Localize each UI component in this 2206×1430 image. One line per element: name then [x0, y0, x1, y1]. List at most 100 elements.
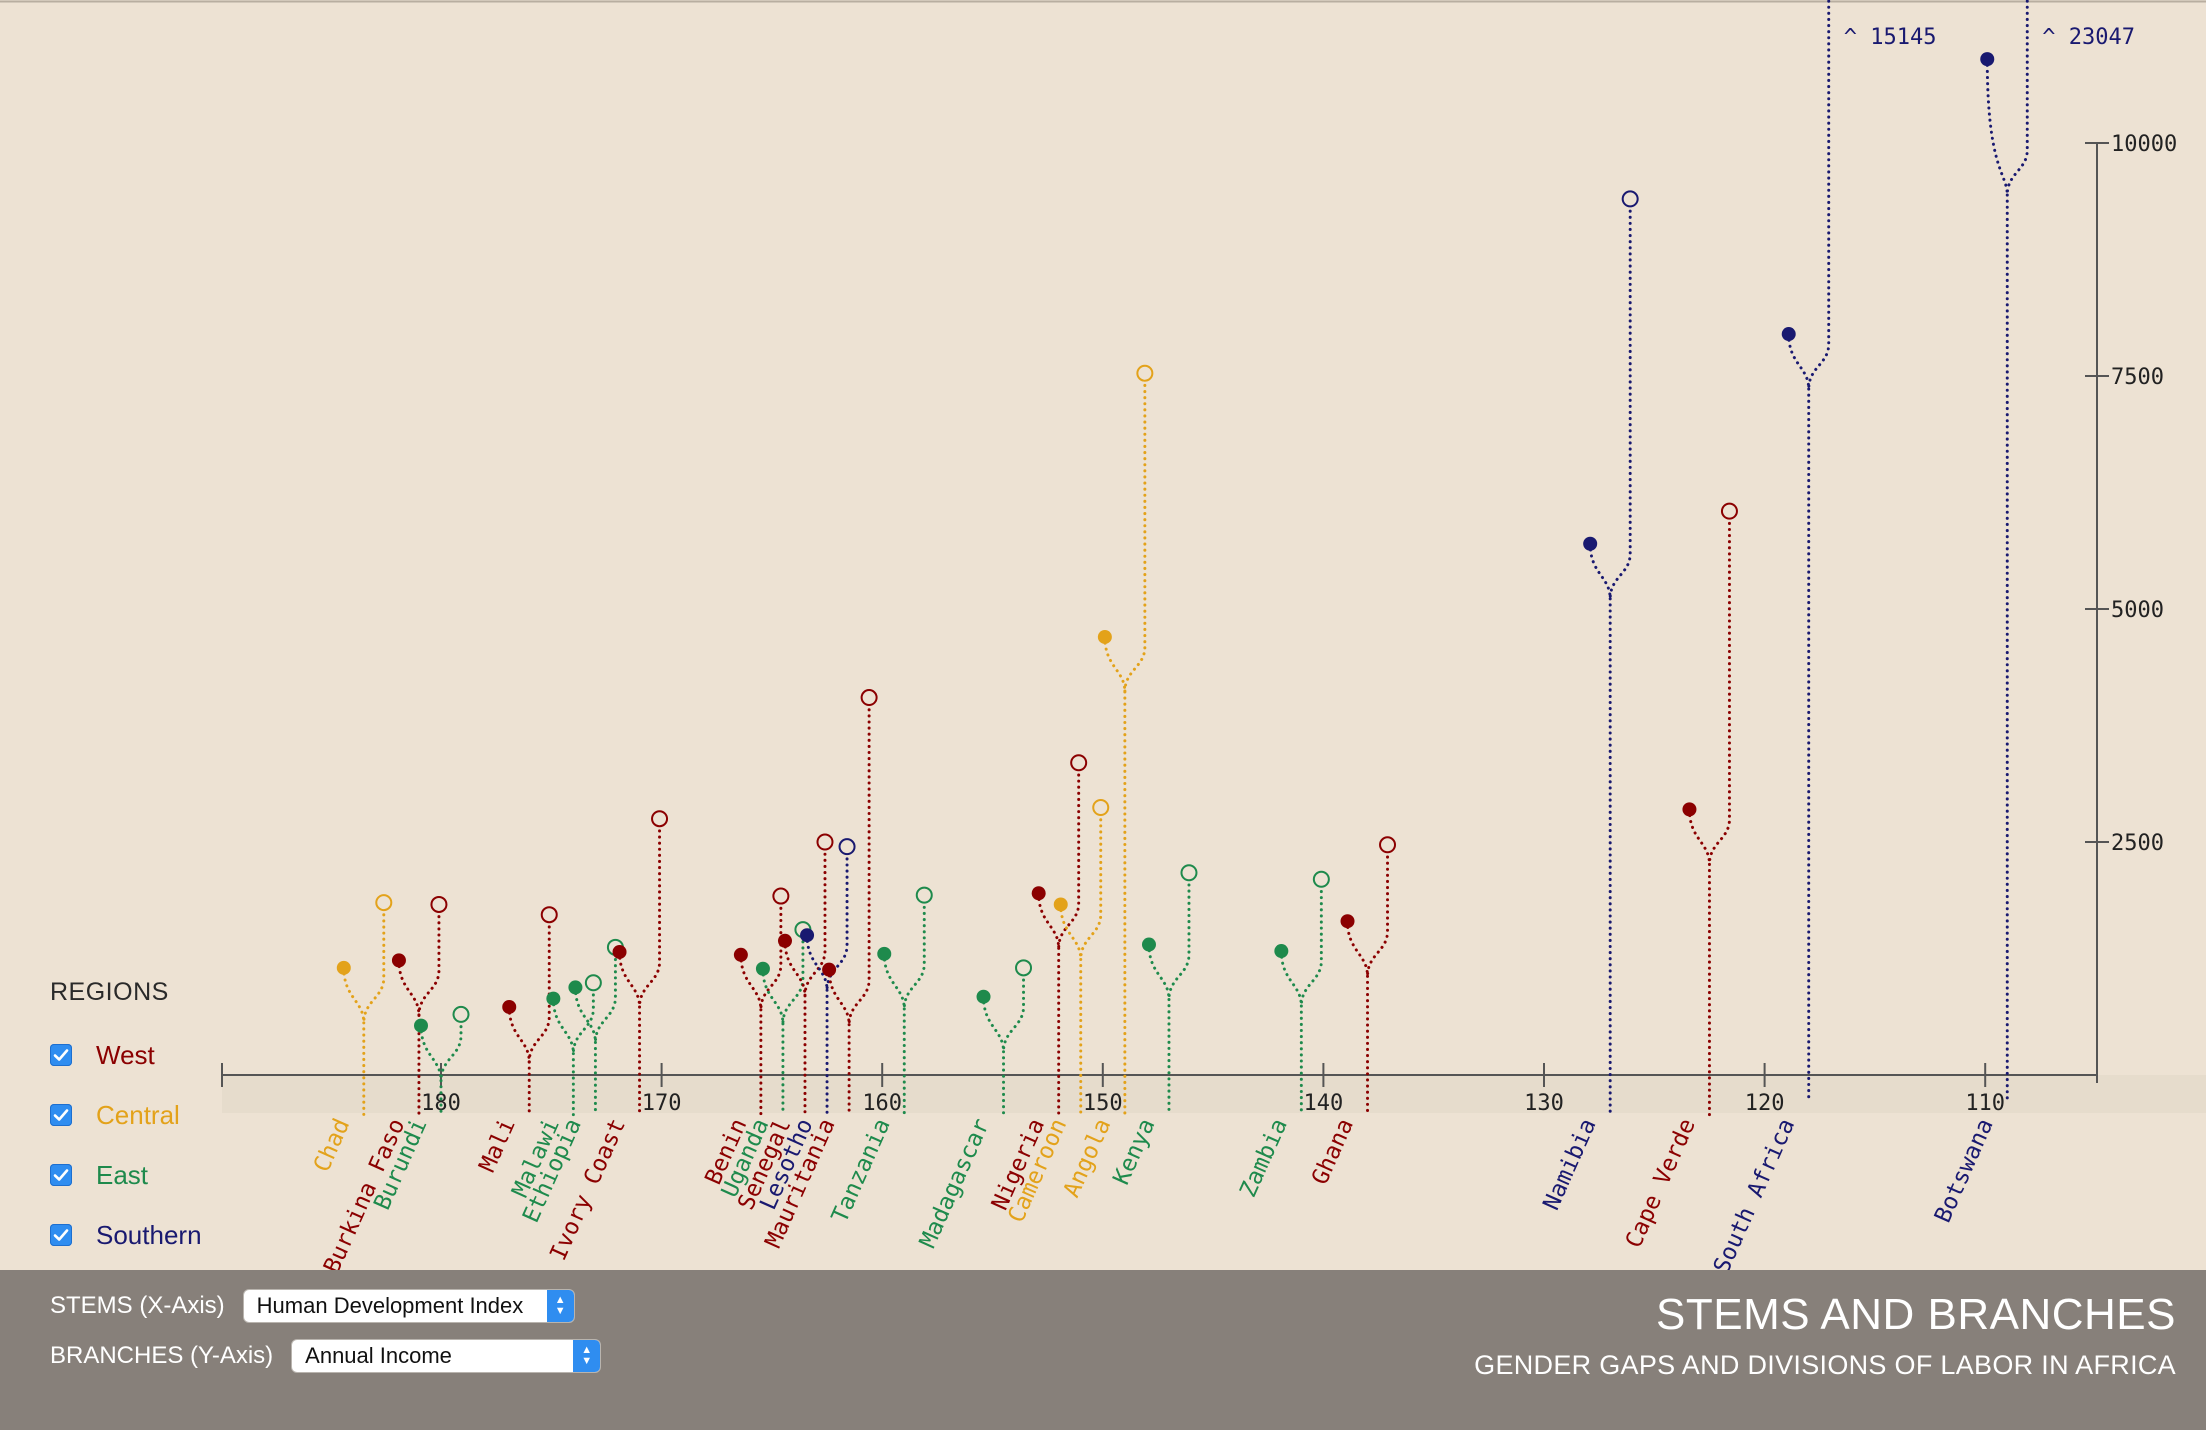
- branch-filled: [342, 966, 366, 1025]
- x-tick-label: 160: [862, 1091, 902, 1116]
- country-label[interactable]: Botswana: [1930, 1115, 1999, 1227]
- branches-control: BRANCHES (Y-Axis) Annual Income ▲ ▼: [50, 1339, 602, 1373]
- region-label: East: [96, 1159, 149, 1190]
- filled-dot[interactable]: [1141, 937, 1156, 952]
- country-label[interactable]: Namibia: [1538, 1115, 1601, 1214]
- filled-dot[interactable]: [877, 946, 892, 961]
- filled-dot[interactable]: [1682, 802, 1697, 817]
- open-dot[interactable]: [1070, 754, 1088, 772]
- x-tick-label: 120: [1745, 1091, 1785, 1116]
- stems-label: STEMS (X-Axis): [50, 1292, 225, 1319]
- filled-dot[interactable]: [1274, 944, 1289, 959]
- country-label[interactable]: Madagascar: [915, 1115, 995, 1252]
- open-dot[interactable]: [651, 810, 669, 828]
- open-dot[interactable]: [772, 887, 790, 905]
- filled-dot[interactable]: [976, 989, 991, 1004]
- open-dot[interactable]: [915, 886, 933, 904]
- region-toggle-west[interactable]: West: [50, 1025, 202, 1085]
- open-dot[interactable]: [1092, 799, 1110, 817]
- open-dot[interactable]: [1180, 864, 1198, 882]
- branch-filled: [882, 952, 906, 1011]
- branches-select[interactable]: Annual Income ▲ ▼: [291, 1339, 602, 1373]
- region-toggle-east[interactable]: East: [50, 1145, 202, 1205]
- branch-open: [825, 845, 849, 992]
- filled-dot[interactable]: [1980, 52, 1995, 67]
- open-dot[interactable]: [375, 894, 393, 912]
- open-dot[interactable]: [1379, 836, 1397, 854]
- branch-open: [593, 945, 617, 1044]
- open-dot[interactable]: [1621, 190, 1639, 208]
- branch-open: [803, 840, 827, 998]
- select-arrows-icon: ▲ ▼: [546, 1290, 574, 1322]
- filled-dot[interactable]: [546, 991, 561, 1006]
- branch-open: [439, 1012, 463, 1083]
- checkbox-checked-icon[interactable]: [50, 1224, 72, 1246]
- stems-select[interactable]: Human Development Index ▲ ▼: [242, 1289, 575, 1323]
- filled-dot[interactable]: [1781, 327, 1796, 342]
- filled-dot[interactable]: [391, 953, 406, 968]
- filled-dot[interactable]: [1097, 629, 1112, 644]
- branch-filled: [1059, 902, 1083, 961]
- branches-label: BRANCHES (Y-Axis): [50, 1342, 274, 1369]
- branch-filled: [551, 997, 575, 1056]
- open-dot[interactable]: [838, 838, 856, 856]
- filled-dot[interactable]: [612, 944, 627, 959]
- open-dot[interactable]: [452, 1005, 470, 1023]
- open-dot[interactable]: [540, 906, 558, 924]
- filled-dot[interactable]: [777, 933, 792, 948]
- filled-dot[interactable]: [336, 960, 351, 975]
- branch-filled: [419, 1024, 443, 1083]
- filled-dot[interactable]: [822, 962, 837, 977]
- branch-filled: [1103, 635, 1127, 694]
- filled-dot[interactable]: [502, 999, 517, 1014]
- country-label[interactable]: Cape Verde: [1621, 1115, 1701, 1252]
- checkbox-checked-icon[interactable]: [50, 1044, 72, 1066]
- filled-dot[interactable]: [1031, 886, 1046, 901]
- region-label: West: [96, 1039, 155, 1070]
- country-label[interactable]: South Africa: [1709, 1115, 1800, 1270]
- x-tick-label: 110: [1965, 1091, 2005, 1116]
- open-dot[interactable]: [1136, 364, 1154, 382]
- open-dot[interactable]: [1312, 870, 1330, 888]
- branch-filled: [739, 953, 763, 1012]
- x-tick-label: 150: [1083, 1091, 1123, 1116]
- region-toggle-central[interactable]: Central: [50, 1085, 202, 1145]
- branch-filled: [507, 1005, 531, 1064]
- branch-open: [362, 901, 386, 1025]
- country-label[interactable]: Ghana: [1307, 1115, 1359, 1189]
- branch-open: [417, 902, 441, 1017]
- country-label[interactable]: Zambia: [1235, 1115, 1293, 1201]
- select-arrows-icon: ▲ ▼: [573, 1340, 601, 1372]
- regions-title: REGIONS: [50, 978, 169, 1006]
- open-dot[interactable]: [816, 833, 834, 851]
- open-dot[interactable]: [1015, 959, 1033, 977]
- branch-open: [1002, 966, 1026, 1054]
- open-dot[interactable]: [860, 689, 878, 707]
- filled-dot[interactable]: [1053, 897, 1068, 912]
- country-label[interactable]: Chad: [309, 1115, 355, 1176]
- branch-filled: [1037, 891, 1061, 950]
- country-label[interactable]: Mali: [474, 1115, 520, 1176]
- filled-dot[interactable]: [733, 947, 748, 962]
- branch-filled: [1985, 57, 2009, 197]
- filled-dot[interactable]: [1583, 536, 1598, 551]
- filled-dot[interactable]: [414, 1018, 428, 1033]
- x-tick-label: 140: [1304, 1091, 1344, 1116]
- filled-dot[interactable]: [1340, 914, 1355, 929]
- checkbox-checked-icon[interactable]: [50, 1104, 72, 1126]
- branch-filled: [1346, 919, 1370, 978]
- y-tick-label: 10000: [2111, 132, 2177, 157]
- checkbox-checked-icon[interactable]: [50, 1164, 72, 1186]
- filled-dot[interactable]: [755, 961, 770, 976]
- page-subtitle: GENDER GAPS AND DIVISIONS OF LABOR IN AF…: [1474, 1350, 2176, 1380]
- x-axis-band: [222, 1075, 2206, 1113]
- filled-dot[interactable]: [800, 928, 815, 943]
- filled-dot[interactable]: [568, 980, 583, 995]
- country-label[interactable]: Kenya: [1109, 1115, 1161, 1189]
- open-dot[interactable]: [584, 974, 602, 992]
- open-dot[interactable]: [1720, 502, 1738, 520]
- branch-open: [1057, 761, 1081, 950]
- open-dot[interactable]: [430, 895, 448, 913]
- branch-open: [1608, 197, 1632, 601]
- region-toggle-southern[interactable]: Southern: [50, 1205, 202, 1265]
